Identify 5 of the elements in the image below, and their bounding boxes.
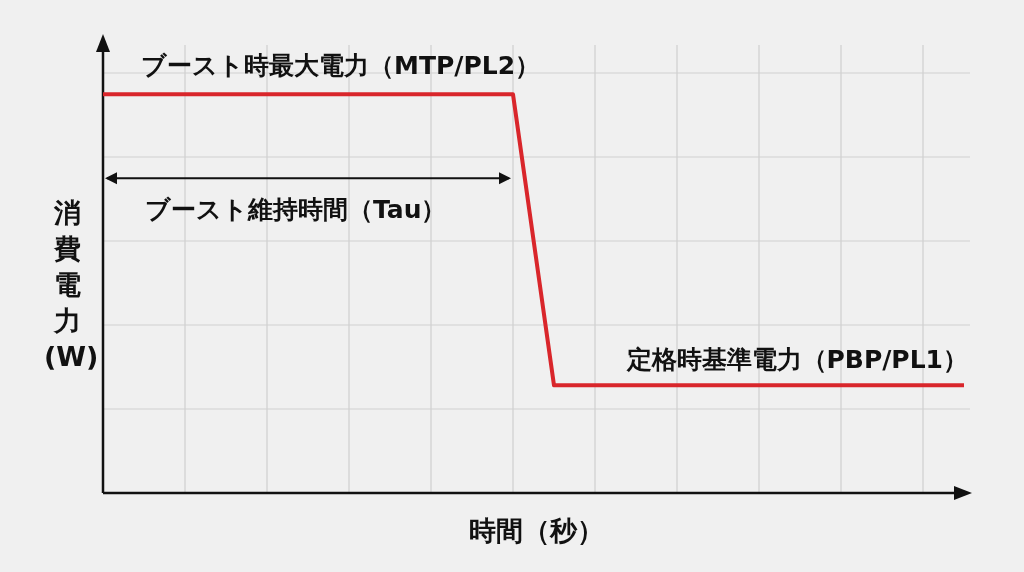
x-axis-title: 時間（秒）: [469, 515, 604, 546]
text: ブースト時最大電力（MTP/PL2）: [141, 51, 541, 81]
annotation: 定格時基準電力（PBP/PL1）: [625, 345, 968, 375]
annotation: ブースト維持時間（Tau）: [145, 195, 447, 225]
y-axis-title: 消費電力(W): [44, 196, 99, 374]
